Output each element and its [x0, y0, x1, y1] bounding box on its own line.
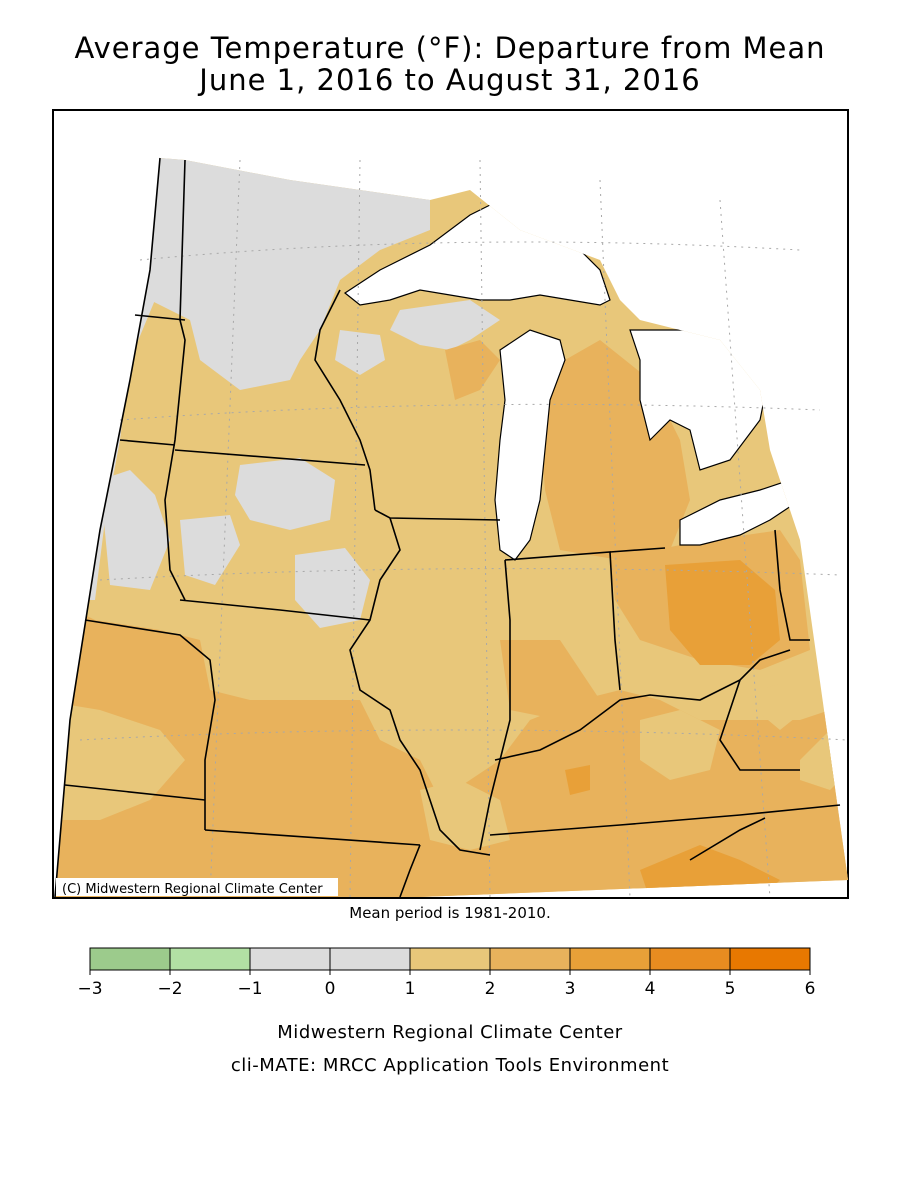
legend-tick-label: 3	[565, 979, 576, 999]
legend-tick-label: 6	[805, 979, 816, 999]
lake-michigan	[494, 329, 566, 561]
map-title: Average Temperature (°F): Departure from…	[74, 31, 826, 65]
michigan-ohio-border	[609, 547, 666, 553]
indiana-michigan-ohio-border	[504, 551, 621, 691]
lake-superior	[343, 199, 611, 306]
legend-swatch	[329, 947, 411, 971]
zone-2-to-3-upper-michigan	[445, 340, 500, 400]
illinois-indiana-border	[479, 559, 511, 851]
mean-period-note: Mean period is 1981-2010.	[349, 904, 551, 922]
legend-swatches	[89, 947, 811, 971]
tennessee-east-border	[689, 817, 766, 861]
legend-swatch	[169, 947, 251, 971]
legend-swatch	[249, 947, 331, 971]
zone-near-normal-iowa	[295, 548, 370, 628]
region-west-edge	[54, 157, 161, 898]
missouri-arkansas-border	[204, 829, 421, 846]
legend-swatch	[489, 947, 571, 971]
legend-swatch	[569, 947, 651, 971]
legend-tick-label: 4	[645, 979, 656, 999]
zone-near-normal-minnesota-south	[235, 458, 335, 530]
ohio-river	[494, 649, 791, 761]
zone-near-normal-upper-peninsula	[390, 300, 500, 350]
kentucky-tennessee-border	[489, 804, 841, 836]
legend-swatch	[409, 947, 491, 971]
legend-swatch	[89, 947, 171, 971]
temperature-departure-map: (C) Midwestern Regional Climate Center	[52, 109, 849, 899]
footer-application: cli-MATE: MRCC Application Tools Environ…	[230, 1055, 670, 1076]
legend-tick-label: 2	[485, 979, 496, 999]
bootheel	[399, 844, 421, 898]
mississippi-river	[349, 517, 491, 856]
legend-tick-label: 0	[325, 979, 336, 999]
ohio-pennsylvania-border	[774, 529, 810, 641]
legend-tick-label: 5	[725, 979, 736, 999]
zone-near-normal-west-mid	[100, 470, 170, 590]
zone-3-to-4-ohio	[665, 560, 780, 665]
legend-tick-label: −1	[237, 979, 262, 999]
legend-tick-label: −2	[157, 979, 182, 999]
sd-ne-border-west	[119, 439, 176, 446]
missouri-west-border	[84, 619, 216, 830]
zone-3-to-4-kentucky-spot	[565, 765, 590, 795]
zone-near-normal-wisconsin	[335, 330, 385, 375]
minnesota-iowa-border	[174, 449, 366, 466]
zone-1-to-2-southwest	[55, 700, 185, 820]
legend-swatch	[729, 947, 811, 971]
map-date-range: June 1, 2016 to August 31, 2016	[199, 63, 701, 97]
legend-swatch	[649, 947, 731, 971]
minnesota-wisconsin-border	[314, 289, 376, 511]
footer-organization: Midwestern Regional Climate Center	[277, 1022, 623, 1043]
iowa-missouri-border	[179, 599, 371, 621]
zone-2-to-3-indiana	[500, 640, 600, 720]
copyright-box	[56, 878, 338, 896]
lake-erie	[679, 479, 801, 546]
zone-1-to-2-kentucky	[640, 710, 720, 780]
wv-kentucky-border	[719, 679, 800, 771]
kansas-oklahoma-border	[64, 784, 206, 801]
zone-near-normal-north	[150, 158, 430, 390]
legend-tick-label: −3	[77, 979, 102, 999]
color-legend: −3 −2 −1 0 1 2 3 4 5 6	[77, 947, 815, 999]
state-borders	[54, 157, 841, 898]
nd-sd-border	[134, 314, 186, 321]
graticule	[79, 159, 849, 899]
zone-1-to-2-west-virginia	[760, 680, 805, 730]
legend-tick-labels: −3 −2 −1 0 1 2 3 4 5 6	[77, 970, 815, 999]
legend-tick-label: 1	[405, 979, 416, 999]
copyright-text: (C) Midwestern Regional Climate Center	[62, 882, 323, 897]
